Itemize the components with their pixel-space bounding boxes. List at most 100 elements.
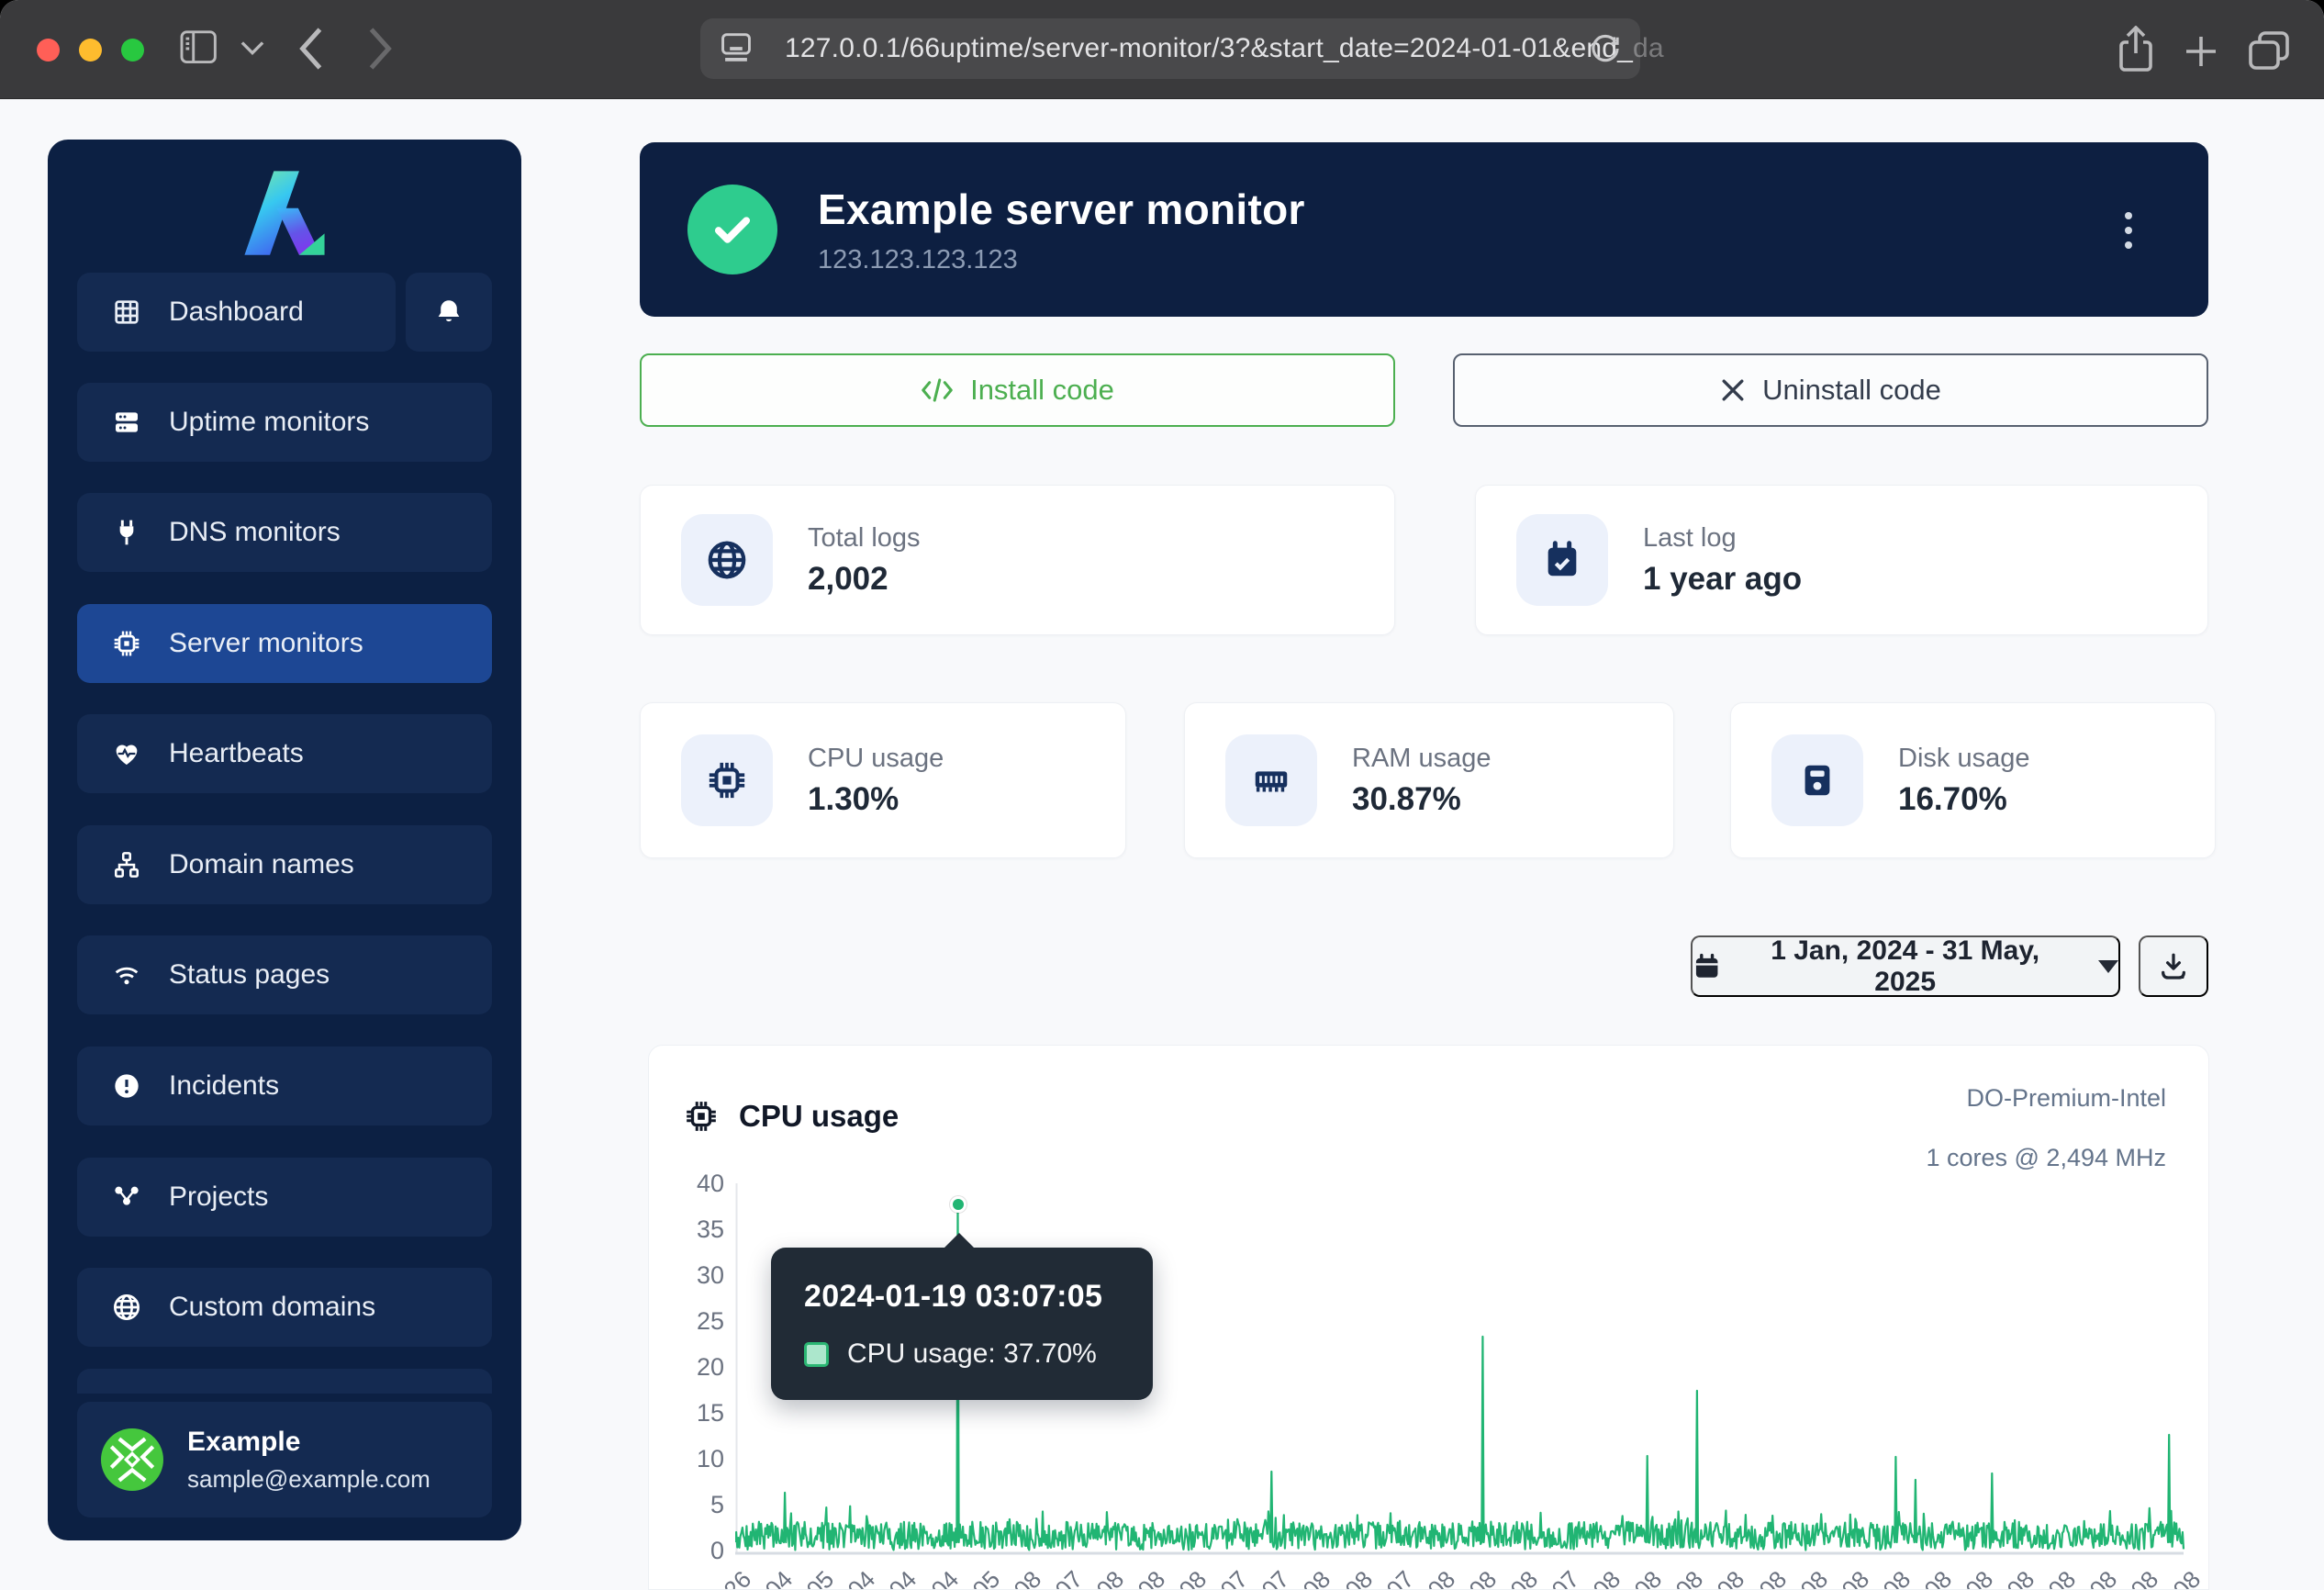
share-icon[interactable]: [2116, 26, 2156, 73]
date-range-picker[interactable]: 1 Jan, 2024 - 31 May, 2025: [1691, 935, 2120, 997]
avatar: [101, 1428, 163, 1491]
sidebar-item-dns-monitors[interactable]: DNS monitors: [77, 493, 492, 572]
stat-value: 30.87%: [1352, 780, 1461, 817]
account-email: sample@example.com: [187, 1464, 430, 1493]
notifications-button[interactable]: [406, 273, 492, 352]
page-settings-icon[interactable]: [721, 32, 752, 65]
sidebar-item-projects[interactable]: Projects: [77, 1158, 492, 1237]
exclamation-circle-icon: [115, 1074, 139, 1098]
series-swatch: [804, 1341, 829, 1367]
sidebar-item-heartbeats[interactable]: Heartbeats: [77, 714, 492, 793]
server-info: DO-Premium-Intel 1 cores @ 2,494 MHz: [1926, 1086, 2166, 1170]
monitor-header-card: Example server monitor 123.123.123.123: [640, 142, 2208, 317]
sidebar-item-label: Uptime monitors: [169, 407, 370, 437]
y-tick-label: 15: [696, 1399, 724, 1427]
y-tick-label: 0: [709, 1537, 724, 1564]
uninstall-code-button[interactable]: Uninstall code: [1453, 353, 2208, 427]
status-up-icon: [687, 185, 777, 274]
date-range-label: 1 Jan, 2024 - 31 May, 2025: [1771, 935, 2040, 997]
sidebar-item-custom-domains[interactable]: Custom domains: [77, 1268, 492, 1347]
sidebar-item-status-pages[interactable]: Status pages: [77, 935, 492, 1014]
sidebar-item-label: Custom domains: [169, 1292, 376, 1322]
more-options-button[interactable]: [2106, 203, 2151, 258]
globe-icon: [114, 1294, 140, 1320]
stat-value: 2,002: [808, 560, 888, 597]
y-tick-label: 10: [696, 1445, 724, 1472]
wifi-icon: [115, 967, 139, 985]
sidebar-item-partial[interactable]: [77, 1369, 492, 1394]
sidebar-item-label: DNS monitors: [169, 517, 341, 547]
stat-label: Last log: [1643, 522, 1737, 553]
sidebar-item-label: Incidents: [169, 1070, 280, 1101]
y-tick-label: 25: [696, 1307, 724, 1335]
calendar-icon: [1695, 953, 1718, 978]
install-code-button[interactable]: Install code: [640, 353, 1395, 427]
back-button[interactable]: [298, 28, 324, 70]
calendar-check-icon: [1516, 514, 1608, 606]
new-tab-icon[interactable]: [2183, 33, 2219, 70]
server-spec: 1 cores @ 2,494 MHz: [1926, 1144, 2166, 1171]
sidebar-toggle-icon[interactable]: [180, 30, 220, 67]
sidebar-item-uptime-monitors[interactable]: Uptime monitors: [77, 383, 492, 462]
zoom-window-button[interactable]: [121, 39, 144, 62]
stat-value: 1.30%: [808, 780, 899, 817]
reload-icon[interactable]: [1589, 32, 1622, 65]
server-name: DO-Premium-Intel: [1966, 1084, 2166, 1112]
sidebar-item-dashboard[interactable]: Dashboard: [77, 273, 396, 352]
stat-label: Total logs: [808, 522, 921, 553]
sidebar-item-label: Status pages: [169, 959, 330, 990]
account-menu[interactable]: Example sample@example.com: [77, 1402, 492, 1517]
stat-value: 1 year ago: [1643, 560, 1803, 597]
account-name: Example: [187, 1426, 301, 1457]
window-controls[interactable]: [37, 39, 144, 62]
close-window-button[interactable]: [37, 39, 60, 62]
caret-down-icon: [2098, 959, 2118, 973]
y-tick-label: 20: [696, 1353, 724, 1381]
stat-label: RAM usage: [1352, 743, 1492, 773]
sidebar-item-domain-names[interactable]: Domain names: [77, 825, 492, 904]
highlighted-data-point[interactable]: [950, 1196, 966, 1213]
sidebar-item-label: Domain names: [169, 849, 354, 879]
sidebar-item-label: Heartbeats: [169, 738, 304, 768]
browser-toolbar: 127.0.0.1/66uptime/server-monitor/3?&sta…: [0, 0, 2324, 99]
sitemap-icon: [115, 852, 139, 878]
nodes-icon: [115, 1186, 139, 1205]
cpu-icon: [114, 631, 140, 656]
hard-drive-icon: [1771, 734, 1863, 826]
heart-pulse-icon: [116, 745, 138, 765]
tooltip-timestamp: 2024-01-19 03:07:05: [804, 1279, 1103, 1314]
sidebar-chevron-down-icon[interactable]: [240, 40, 264, 57]
last-log-card: Last log 1 year ago: [1475, 485, 2208, 635]
download-icon: [2162, 953, 2185, 980]
forward-button[interactable]: [367, 28, 393, 70]
tab-overview-icon[interactable]: [2247, 29, 2291, 72]
minimize-window-button[interactable]: [79, 39, 102, 62]
stat-value: 16.70%: [1898, 780, 2007, 817]
globe-icon: [681, 514, 773, 606]
plug-icon: [119, 520, 134, 545]
cpu-usage-card: CPU usage 1.30%: [640, 702, 1126, 858]
page-title: Example server monitor: [818, 185, 1305, 233]
cpu-usage-chart-card: CPU usage DO-Premium-Intel 1 cores @ 2,4…: [648, 1045, 2209, 1590]
url-text[interactable]: 127.0.0.1/66uptime/server-monitor/3?&sta…: [785, 33, 1664, 63]
y-tick-label: 30: [696, 1261, 724, 1289]
sidebar-item-server-monitors[interactable]: Server monitors: [77, 604, 492, 683]
sidebar-item-incidents[interactable]: Incidents: [77, 1047, 492, 1125]
chart-tooltip: 2024-01-19 03:07:05 CPU usage: 37.70%: [771, 1233, 1153, 1400]
cpu-usage-line-chart[interactable]: [735, 1174, 2185, 1564]
stat-label: Disk usage: [1898, 743, 2030, 773]
sidebar-item-label: Projects: [169, 1181, 269, 1212]
ram-usage-card: RAM usage 30.87%: [1184, 702, 1674, 858]
stat-label: CPU usage: [808, 743, 944, 773]
server-icon: [116, 412, 138, 432]
address-bar[interactable]: 127.0.0.1/66uptime/server-monitor/3?&sta…: [700, 18, 1664, 79]
memory-icon: [1225, 734, 1317, 826]
sidebar: Dashboard Uptime monitors DNS monitors S…: [48, 140, 521, 1540]
download-report-button[interactable]: [2139, 935, 2208, 997]
cpu-icon: [681, 734, 773, 826]
app-logo: [229, 165, 340, 263]
x-icon: [1722, 379, 1744, 401]
y-tick-label: 5: [709, 1491, 724, 1518]
sidebar-item-label: Server monitors: [169, 628, 363, 658]
